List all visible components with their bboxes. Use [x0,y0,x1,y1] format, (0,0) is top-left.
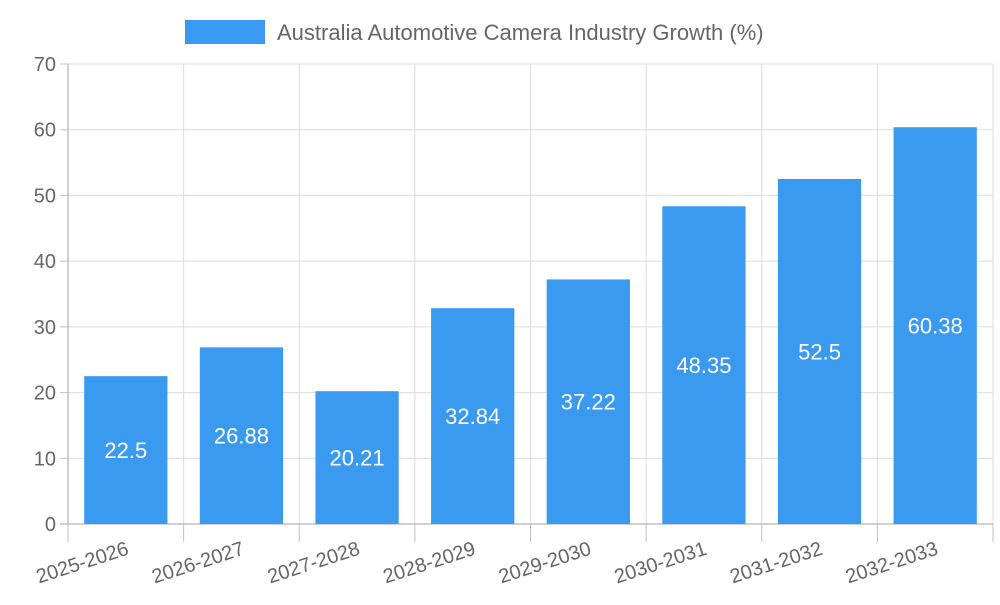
bar-value-label: 48.35 [676,353,731,378]
bar-value-label: 52.5 [798,340,841,365]
y-tick-label: 50 [34,185,56,207]
x-tick-label: 2032-2033 [843,538,941,588]
bar[interactable] [662,206,746,524]
bar-value-label: 60.38 [908,314,963,339]
legend-label: Australia Automotive Camera Industry Gro… [277,20,764,45]
bar[interactable] [546,279,630,524]
y-tick-label: 20 [34,383,56,405]
bars [84,127,977,525]
legend-swatch [185,20,265,44]
legend[interactable]: Australia Automotive Camera Industry Gro… [185,20,764,45]
x-tick-label: 2030-2031 [612,538,710,588]
bar-labels: 22.5 26.88 20.21 32.84 37.22 48.35 52.5 60.38 [104,314,962,471]
x-tick-label: 2031-2032 [727,538,825,588]
bar-value-label: 37.22 [561,390,616,415]
bar[interactable] [777,179,862,524]
bar-value-label: 22.5 [104,438,147,463]
y-tick-label: 60 [34,120,56,142]
grid [68,63,994,524]
y-tick-label: 30 [34,317,56,339]
y-tick-label: 40 [34,251,56,273]
bar[interactable] [431,308,515,524]
bar[interactable] [315,391,399,524]
bar-value-label: 26.88 [214,424,269,449]
x-tick-label: 2025-2026 [34,538,132,588]
bar[interactable] [84,376,168,524]
y-tick-label: 70 [34,54,56,76]
y-tick-label: 0 [45,514,56,536]
bar[interactable] [893,127,977,525]
x-tick-label: 2028-2029 [380,538,478,588]
bar-value-label: 32.84 [445,404,500,429]
y-tick-label: 10 [34,448,56,470]
x-axis-ticks: 2025-2026 2026-2027 2027-2028 2028-2029 2029… [34,524,994,588]
x-tick-label: 2027-2028 [265,538,363,588]
bar-value-label: 20.21 [330,446,385,471]
bar[interactable] [199,347,284,524]
y-axis-ticks: 0 10 20 30 40 50 60 70 [34,54,68,536]
x-tick-label: 2026-2027 [149,538,247,588]
x-tick-label: 2029-2030 [496,538,594,588]
